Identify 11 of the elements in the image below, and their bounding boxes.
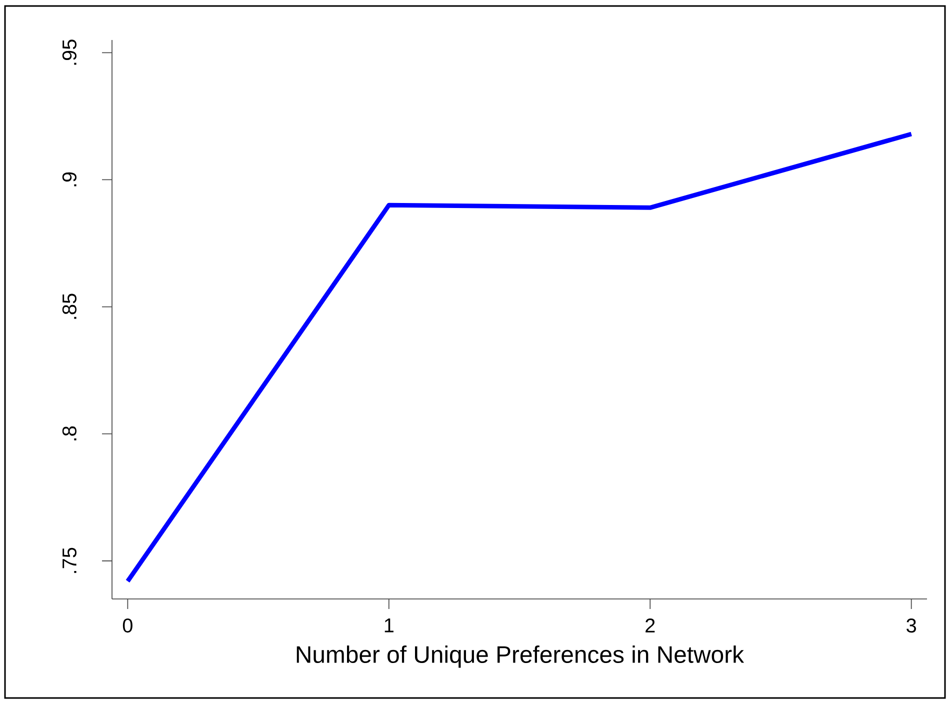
y-tick-label: .9 [62, 172, 76, 186]
y-tick-label: .85 [62, 294, 76, 319]
y-tick-label: .95 [62, 40, 76, 65]
y-tick-label: .75 [62, 548, 76, 573]
x-tick-label: 3 [906, 618, 916, 633]
line-series [125, 132, 914, 584]
x-tick-label: 2 [646, 618, 655, 632]
x-tick-label: 1 [384, 618, 394, 632]
x-tick-label: 0 [122, 618, 132, 633]
y-tick-label: .8 [62, 426, 76, 440]
x-axis-title: Number of Unique Preferences in Network [296, 645, 744, 668]
